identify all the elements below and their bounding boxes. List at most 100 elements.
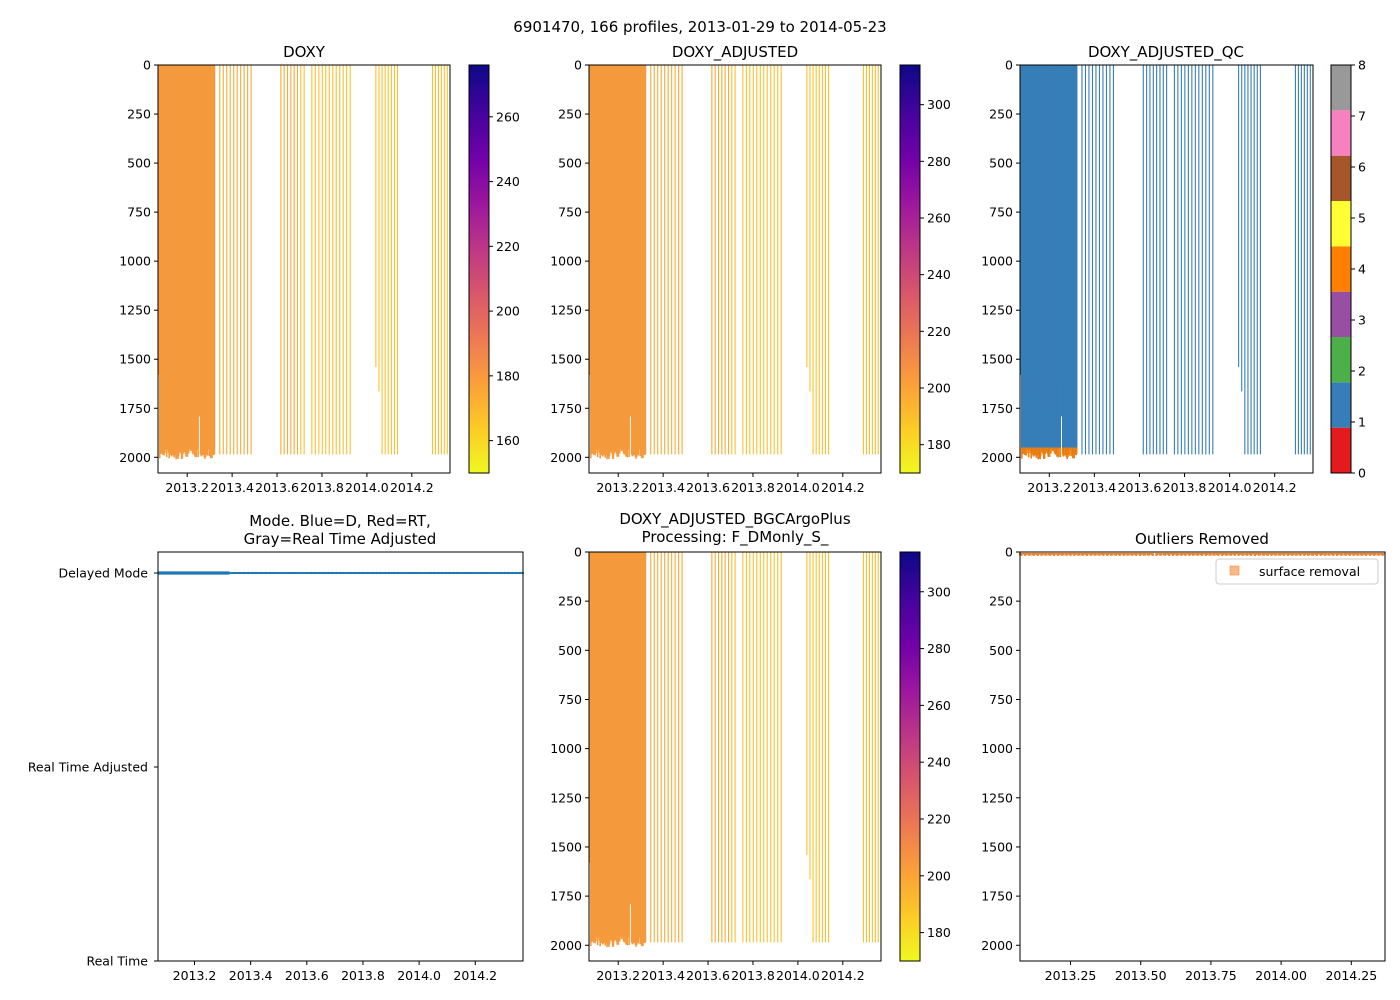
x-tick-label: 2013.75	[1185, 968, 1237, 983]
delayed-mode-point	[512, 571, 515, 575]
delayed-mode-point	[304, 571, 307, 575]
y-tick-label: 1750	[550, 889, 582, 904]
delayed-mode-point	[388, 571, 392, 575]
colorbar-swatch	[1331, 110, 1351, 156]
y-tick-label: 250	[989, 594, 1013, 609]
delayed-mode-point	[257, 571, 260, 575]
delayed-mode-point	[449, 571, 452, 575]
delayed-mode-point	[459, 571, 463, 575]
delayed-mode-point	[501, 571, 504, 575]
delayed-mode-point	[452, 571, 455, 575]
title-line: Processing: F_DMonly_S_	[642, 528, 829, 547]
colorbar-tick-label: 260	[496, 109, 520, 124]
colorbar-tick-label: 280	[927, 641, 951, 656]
x-tick-label: 2014.25	[1325, 968, 1377, 983]
panel-title: Outliers Removed	[1135, 530, 1269, 548]
panel-doxy-adjusted: DOXY_ADJUSTED 0 250 500 750 1000 1250 1500 1750…	[550, 43, 951, 495]
delayed-mode-point	[378, 571, 381, 575]
delayed-mode-point	[231, 571, 234, 575]
delayed-mode-point	[348, 571, 352, 575]
colorbar-swatch	[1331, 246, 1351, 292]
colorbar-frame	[899, 551, 921, 962]
delayed-mode-point	[342, 571, 345, 575]
delayed-mode-point	[344, 571, 347, 575]
plot-frame	[1019, 64, 1314, 474]
x-tick-label: 2014.00	[1255, 968, 1307, 983]
x-tick-label: 2014.0	[345, 480, 389, 495]
delayed-mode-point	[493, 571, 497, 575]
delayed-mode-point	[236, 571, 239, 575]
delayed-mode-point	[288, 571, 291, 575]
x-axis: 2013.2 2013.4 2013.6 2013.8 2014.0 2014.2	[596, 961, 865, 983]
y-tick-label: Delayed Mode	[58, 566, 148, 581]
delayed-mode-point	[259, 571, 262, 575]
delayed-mode-point	[271, 571, 274, 575]
delayed-mode-point	[365, 571, 368, 575]
delayed-mode-point	[317, 571, 321, 575]
colorbar-tick-label: 200	[927, 868, 951, 883]
delayed-mode-point	[370, 571, 373, 575]
delayed-mode-point	[484, 571, 487, 575]
colorbar-tick-label: 200	[927, 381, 951, 396]
delayed-mode-point	[456, 571, 460, 575]
delayed-mode-point	[297, 571, 301, 575]
y-tick-label: 2000	[981, 450, 1013, 465]
delayed-mode-point	[413, 571, 416, 575]
x-tick-label: 2013.2	[596, 968, 640, 983]
delayed-mode-point	[467, 571, 470, 575]
delayed-mode-point	[347, 571, 350, 575]
delayed-mode-point	[341, 571, 344, 575]
delayed-mode-point	[441, 571, 444, 575]
delayed-mode-point	[402, 571, 406, 575]
plot-frame	[157, 64, 451, 474]
legend: surface removal	[1215, 558, 1379, 585]
delayed-mode-point	[371, 571, 375, 575]
colorbar-tick-label: 280	[927, 154, 951, 169]
delayed-mode-point	[453, 571, 457, 575]
delayed-mode-point	[331, 571, 335, 575]
title-line: Gray=Real Time Adjusted	[244, 530, 437, 548]
plot-frame	[157, 551, 524, 962]
y-tick-label: 1500	[550, 839, 582, 854]
delayed-mode-point	[353, 571, 356, 575]
profile-data	[158, 65, 448, 460]
delayed-mode-point	[280, 571, 284, 575]
delayed-mode-point	[401, 571, 404, 575]
delayed-mode-point	[373, 571, 376, 575]
delayed-mode-point	[424, 571, 427, 575]
delayed-mode-point	[327, 571, 330, 575]
x-axis: 2013.2 2013.4 2013.6 2013.8 2014.0 2014.2	[173, 961, 497, 983]
y-tick-label: 250	[558, 107, 582, 122]
panel-doxy-adjusted-qc: DOXY_ADJUSTED_QC 02505007501000125015001…	[981, 43, 1366, 495]
delayed-mode-point	[409, 571, 412, 575]
delayed-mode-point	[314, 571, 318, 575]
delayed-mode-point	[362, 571, 365, 575]
delayed-mode-point	[498, 571, 501, 575]
delayed-mode-point	[432, 571, 435, 575]
y-tick-label: 1250	[119, 303, 151, 318]
delayed-mode-point	[509, 571, 512, 575]
x-tick-label: 2013.4	[641, 480, 685, 495]
delayed-mode-point	[470, 571, 473, 575]
colorbar-tick-label: 180	[496, 368, 520, 383]
y-axis: Real Time Real Time Adjusted Delayed Mode	[28, 566, 158, 969]
colorbar-swatch	[1331, 201, 1351, 247]
delayed-mode-point	[443, 571, 446, 575]
colorbar-tick-label: 180	[927, 925, 951, 940]
delayed-mode-point	[483, 571, 486, 575]
panel-mode: Mode. Blue=D, Red=RT, Gray=Real Time Adju…	[28, 512, 524, 983]
delayed-mode-point	[514, 571, 517, 575]
y-tick-label: 500	[558, 156, 582, 171]
delayed-mode-point	[429, 571, 432, 575]
delayed-mode-point	[358, 571, 361, 575]
y-tick-label: 1500	[550, 352, 582, 367]
delayed-mode-point	[242, 571, 245, 575]
figure-suptitle: 6901470, 166 profiles, 2013-01-29 to 201…	[513, 18, 886, 36]
x-tick-label: 2014.2	[1253, 480, 1297, 495]
delayed-mode-point	[427, 571, 430, 575]
delayed-mode-point	[276, 571, 279, 575]
delayed-mode-point	[385, 571, 389, 575]
colorbar-tick-label: 200	[496, 304, 520, 319]
panel-outliers-removed: Outliers Removed 0 250 500 750 1000 1250 1500 1…	[981, 530, 1386, 983]
y-tick-label: 750	[127, 205, 151, 220]
